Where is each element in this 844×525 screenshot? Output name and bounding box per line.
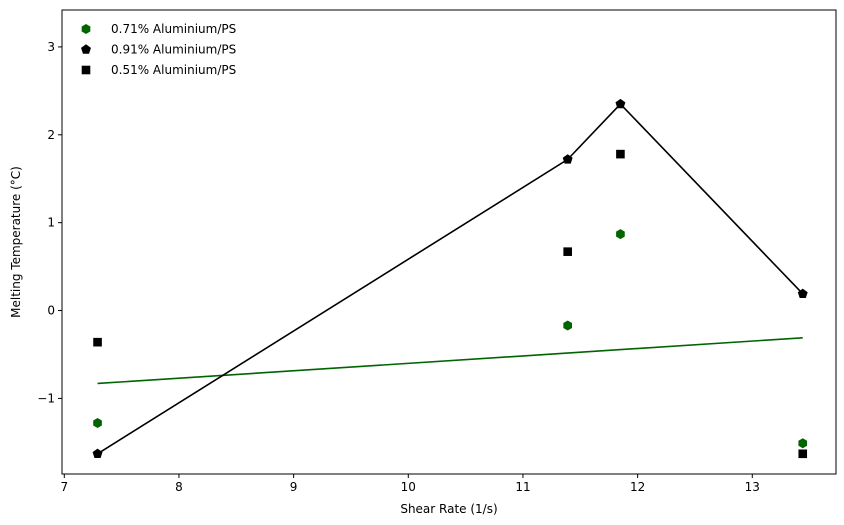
legend-label-0-71-aluminium-ps: 0.71% Aluminium/PS: [111, 22, 236, 36]
0-71-aluminium-ps-point-0: [93, 418, 102, 429]
0-51-aluminium-ps-point-3: [798, 449, 808, 459]
plot-background: [62, 10, 836, 474]
0-71-aluminium-ps-point-2: [616, 229, 625, 240]
0-91-aluminium-ps-point-3: [797, 288, 808, 299]
y-tick-label: 2: [47, 128, 55, 142]
0-51-aluminium-ps-point-1: [563, 247, 572, 256]
legend-0-71-aluminium-ps-point-0: [81, 24, 91, 34]
legend: 0.71% Aluminium/PS 0.91% Aluminium/PS 0.51…: [81, 22, 236, 77]
x-axis-ticks: 7 8 9 10 11 12 13: [60, 474, 760, 494]
y-axis-title: Melting Temperature (°C): [9, 166, 23, 318]
y-tick-label: −1: [37, 391, 55, 405]
x-axis-title: Shear Rate (1/s): [400, 502, 497, 516]
x-tick-label: 11: [515, 480, 530, 494]
legend-0-51-aluminium-ps-point-0: [81, 65, 91, 75]
0-71-aluminium-ps-point-1: [563, 320, 573, 331]
x-tick-label: 13: [745, 480, 760, 494]
0-71-aluminium-ps-point-3: [798, 438, 808, 449]
legend-0-91-aluminium-ps-point-0: [81, 44, 91, 54]
0-51-aluminium-ps-point-0: [93, 337, 102, 347]
0-51-aluminium-ps-point-2: [616, 149, 625, 159]
series-markers: [92, 98, 808, 459]
x-tick-label: 10: [401, 480, 416, 494]
x-tick-label: 9: [290, 480, 298, 494]
0-71-aluminium-ps-line: [97, 336, 803, 385]
0-91-aluminium-ps-point-2: [615, 98, 626, 109]
x-tick-label: 7: [60, 480, 68, 494]
0-91-aluminium-ps-point-0: [92, 448, 103, 458]
series-lines: [97, 102, 804, 455]
y-axis-ticks: −1 0 1 2 3: [37, 40, 62, 405]
0-91-aluminium-ps-line: [97, 102, 804, 455]
legend-label-0-51-aluminium-ps: 0.51% Aluminium/PS: [111, 63, 236, 77]
x-tick-label: 8: [175, 480, 183, 494]
y-tick-label: 0: [47, 304, 55, 318]
y-tick-label: 3: [47, 40, 55, 54]
x-tick-label: 12: [630, 480, 645, 494]
plot-frame: [61, 9, 837, 475]
0-91-aluminium-ps-point-1: [562, 154, 573, 164]
y-tick-label: 1: [47, 216, 55, 230]
legend-label-0-91-aluminium-ps: 0.91% Aluminium/PS: [111, 43, 236, 57]
